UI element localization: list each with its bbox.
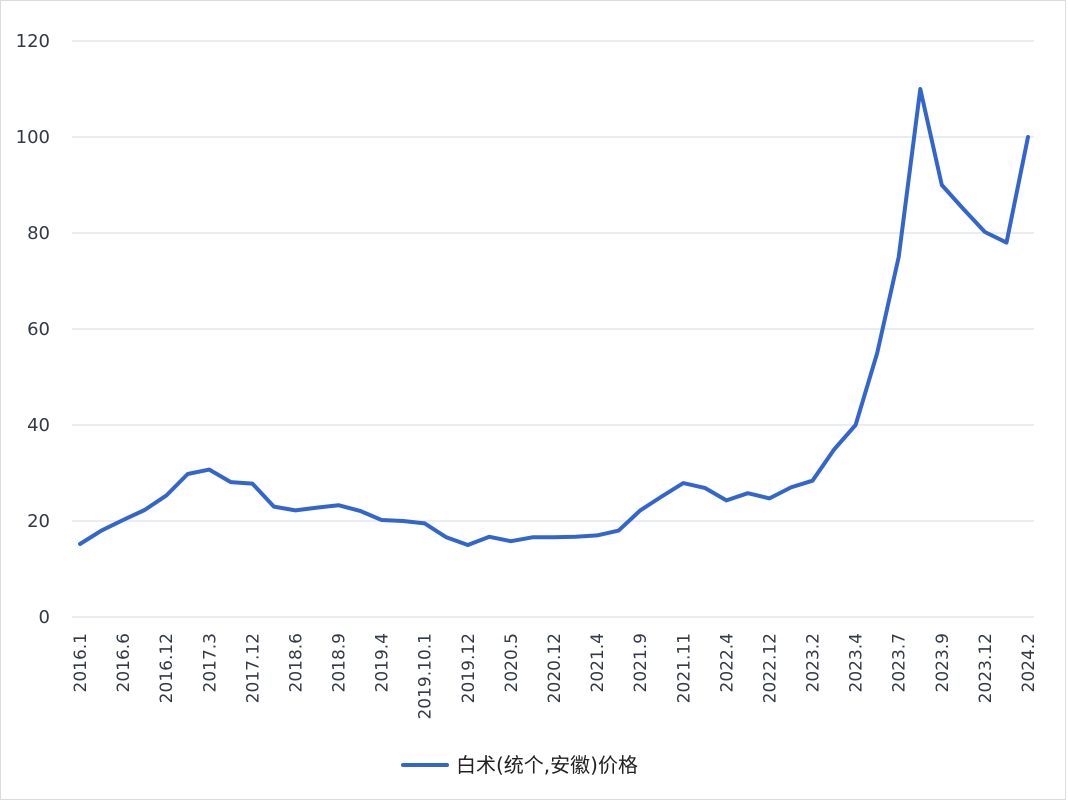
data-point: [444, 535, 448, 539]
data-point: [121, 518, 125, 522]
x-tick-label: 2023.4: [847, 633, 867, 692]
x-tick-label: 2024.2: [1019, 633, 1039, 692]
data-point: [660, 495, 664, 499]
x-tick-label: 2018.9: [330, 633, 350, 692]
data-point: [358, 509, 362, 513]
data-point: [768, 496, 772, 500]
series-line: [78, 87, 1030, 547]
x-tick-label: 2020.12: [545, 633, 565, 703]
data-point: [1026, 135, 1030, 139]
data-point: [854, 423, 858, 427]
data-point: [552, 535, 556, 539]
data-point: [811, 479, 815, 483]
gridlines: [72, 40, 1034, 618]
data-point: [617, 529, 621, 533]
y-axis-ticks: 0 20 40 60 80 100 120: [16, 31, 50, 628]
x-tick-label: 2023.12: [976, 633, 996, 703]
data-point: [250, 482, 254, 486]
data-point: [595, 533, 599, 537]
data-point: [703, 486, 707, 490]
data-point: [294, 508, 298, 512]
data-point: [983, 230, 987, 234]
x-tick-label: 2021.11: [674, 633, 694, 703]
y-tick-label: 40: [27, 415, 50, 436]
data-point: [143, 508, 147, 512]
x-tick-label: 2017.3: [200, 633, 220, 692]
data-point: [724, 498, 728, 502]
series-layer: [78, 87, 1030, 547]
data-point: [832, 448, 836, 452]
data-point: [164, 494, 168, 498]
x-tick-label: 2021.4: [588, 633, 608, 692]
x-tick-label: 2022.4: [717, 633, 737, 692]
data-point: [78, 542, 82, 546]
data-point: [466, 543, 470, 547]
x-tick-label: 2020.5: [502, 633, 522, 692]
x-tick-label: 2022.12: [760, 633, 780, 703]
data-point: [337, 503, 341, 507]
data-point: [229, 480, 233, 484]
legend: 白术(统个,安徽)价格: [401, 753, 638, 777]
data-point: [746, 491, 750, 495]
x-tick-label: 2019.10.1: [416, 633, 436, 720]
data-point: [789, 485, 793, 489]
data-point: [423, 521, 427, 525]
x-tick-label: 2023.7: [890, 633, 910, 692]
data-point: [681, 481, 685, 485]
x-tick-label: 2023.9: [933, 633, 953, 692]
x-tick-label: 2016.6: [114, 633, 134, 692]
data-point: [207, 468, 211, 472]
x-tick-label: 2021.9: [631, 633, 651, 692]
y-tick-label: 60: [27, 319, 50, 340]
data-point: [638, 508, 642, 512]
y-tick-label: 120: [16, 31, 50, 52]
data-point: [401, 519, 405, 523]
data-point: [1005, 241, 1009, 245]
y-tick-label: 80: [27, 223, 50, 244]
x-axis-ticks: 2016.1 2016.6 2016.12 2017.3 2017.12 2018.6 20…: [71, 633, 1039, 720]
y-tick-label: 100: [16, 127, 50, 148]
x-tick-label: 2016.1: [71, 633, 91, 692]
y-tick-label: 20: [27, 511, 50, 532]
data-point: [272, 505, 276, 509]
x-tick-label: 2019.12: [459, 633, 479, 703]
x-tick-label: 2019.4: [373, 633, 393, 692]
data-point: [875, 351, 879, 355]
data-point: [961, 207, 965, 211]
y-tick-label: 0: [39, 607, 50, 628]
data-point: [531, 535, 535, 539]
data-point: [487, 535, 491, 539]
x-tick-label: 2016.12: [157, 633, 177, 703]
x-tick-label: 2017.12: [243, 633, 263, 703]
x-tick-label: 2018.6: [286, 633, 306, 692]
data-point: [574, 535, 578, 539]
data-point: [918, 87, 922, 91]
data-point: [940, 183, 944, 187]
data-point: [315, 506, 319, 510]
data-point: [509, 539, 513, 543]
data-point: [380, 518, 384, 522]
data-point: [186, 472, 190, 476]
x-tick-label: 2023.2: [804, 633, 824, 692]
data-point: [897, 255, 901, 259]
legend-label: 白术(统个,安徽)价格: [456, 753, 638, 777]
data-point: [100, 529, 104, 533]
